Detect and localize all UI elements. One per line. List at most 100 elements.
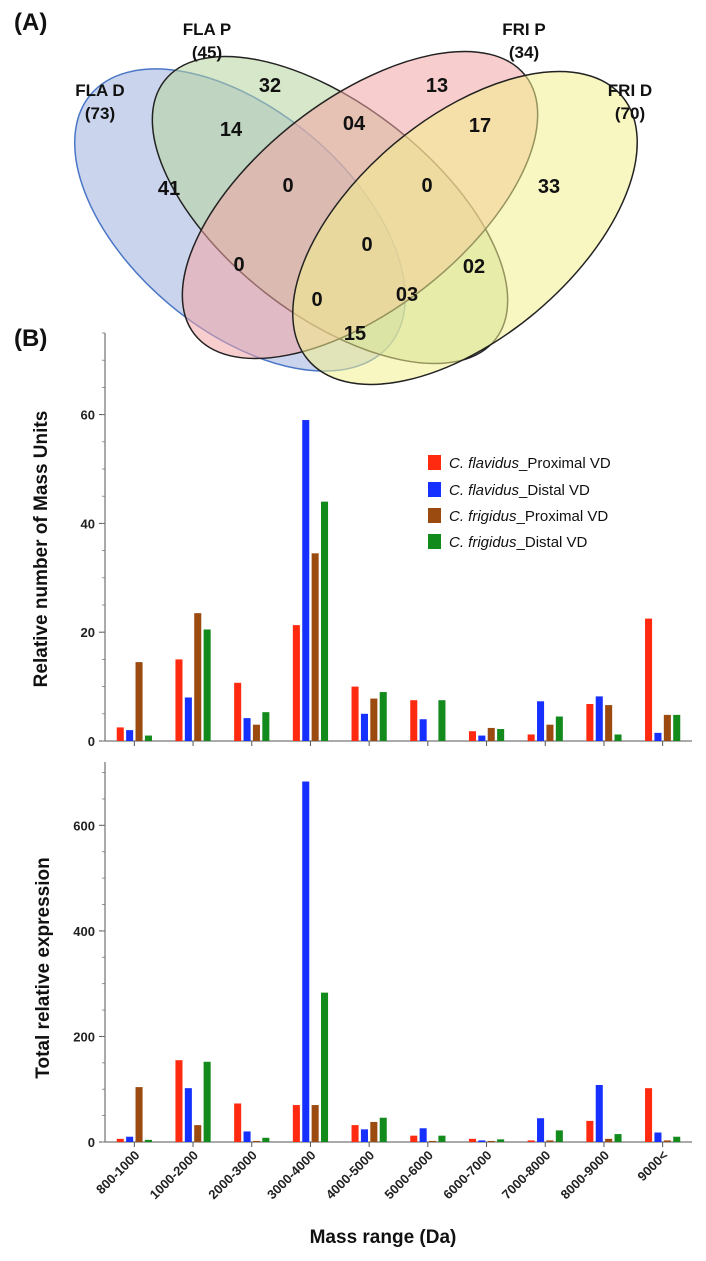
bar — [262, 712, 270, 741]
bar — [605, 705, 613, 741]
bar — [497, 1139, 505, 1142]
x-tick-label: 7000-8000 — [499, 1148, 554, 1203]
bar — [527, 1140, 535, 1142]
venn-diagram: FLA D (73) FLA P (45) FRI P (34) FRI D (… — [73, 20, 652, 386]
venn-set-count: (73) — [85, 104, 115, 123]
venn-region-count: 0 — [233, 254, 244, 276]
bar — [410, 700, 418, 741]
bar — [194, 613, 202, 741]
bar — [243, 1131, 251, 1142]
bar — [546, 724, 554, 741]
venn-region-count: 02 — [463, 256, 485, 278]
bar — [311, 1105, 319, 1142]
bar — [586, 1120, 594, 1142]
bar — [370, 698, 378, 741]
venn-set-name: FRI D — [608, 81, 652, 100]
bar — [654, 1132, 662, 1142]
legend-label: C. flavidus_Proximal VD — [449, 455, 611, 472]
bar — [321, 501, 329, 741]
legend-label-species: C. frigidus — [449, 534, 517, 551]
bar — [595, 1085, 603, 1142]
venn-region-count: 15 — [344, 323, 366, 345]
y-tick-label: 20 — [81, 625, 95, 640]
top-chart-y-axis-title: Relative number of Mass Units — [31, 411, 52, 688]
bar — [126, 1136, 134, 1142]
venn-region-count: 32 — [259, 75, 281, 97]
y-tick-label: 60 — [81, 408, 95, 423]
bar — [487, 727, 495, 741]
legend-swatch — [428, 508, 441, 523]
x-tick-label: 5000-6000 — [381, 1148, 436, 1203]
venn-region-count: 04 — [343, 113, 366, 135]
y-tick-label: 600 — [73, 818, 95, 833]
bar — [135, 1087, 143, 1142]
x-tick-label: 6000-7000 — [440, 1148, 495, 1203]
venn-set-count: (70) — [615, 104, 645, 123]
bar — [116, 1138, 124, 1142]
bar — [252, 1140, 260, 1142]
x-axis-title: Mass range (Da) — [310, 1227, 457, 1248]
bar — [351, 686, 359, 741]
bar — [370, 1121, 378, 1142]
bar — [555, 716, 563, 741]
legend-label-suffix: _Distal VD — [516, 534, 588, 551]
top-bar-chart: 0 20 40 60 — [81, 332, 692, 749]
legend-label: C. frigidus_Distal VD — [449, 534, 588, 551]
venn-set-name: FLA P — [183, 20, 231, 39]
bar — [673, 1136, 681, 1142]
venn-region-count: 0 — [311, 289, 322, 311]
bar — [234, 1103, 242, 1142]
legend-swatch — [428, 482, 441, 497]
bar — [438, 1135, 446, 1142]
bar — [203, 629, 211, 741]
legend-label-suffix: _Distal VD — [518, 482, 590, 499]
venn-region-count: 0 — [282, 175, 293, 197]
bar — [292, 625, 300, 741]
bar — [252, 724, 260, 741]
bar — [351, 1125, 359, 1142]
x-tick-label: 800-1000 — [93, 1148, 142, 1197]
bar — [527, 734, 535, 741]
bar — [184, 697, 192, 741]
bar — [311, 553, 319, 741]
bar — [360, 1129, 368, 1142]
bar — [379, 1117, 387, 1142]
venn-set-count: (45) — [192, 43, 222, 62]
venn-region-count: 17 — [469, 115, 491, 137]
y-tick-label: 0 — [88, 734, 95, 749]
bar — [419, 1128, 427, 1142]
bar — [262, 1137, 270, 1142]
y-tick-label: 400 — [73, 924, 95, 939]
x-tick-label: 2000-3000 — [205, 1148, 260, 1203]
bar — [135, 662, 143, 741]
venn-set-count: (34) — [509, 43, 539, 62]
panel-label-a: (A) — [14, 9, 47, 36]
y-tick-label: 0 — [88, 1135, 95, 1150]
bar — [194, 1125, 202, 1142]
legend-label-suffix: _Proximal VD — [518, 455, 611, 472]
bar — [234, 682, 242, 741]
bar — [175, 659, 183, 741]
bar — [144, 1139, 152, 1142]
venn-ellipse-fri-d — [292, 70, 638, 386]
bottom-bar-chart: 0 200 400 600 800-1000 1000-2000 2000-3000 3000… — [73, 762, 692, 1202]
bar — [438, 700, 446, 741]
legend-label-species: C. flavidus — [449, 482, 520, 499]
bar — [537, 1118, 545, 1142]
panel-label-b: (B) — [14, 325, 47, 352]
legend-label-species: C. flavidus — [449, 455, 520, 472]
venn-set-name: FRI P — [502, 20, 545, 39]
x-tick-label: 3000-4000 — [264, 1148, 319, 1203]
bar — [663, 1140, 671, 1142]
bar — [243, 718, 251, 741]
venn-region-count: 14 — [220, 119, 243, 141]
venn-region-count: 0 — [361, 234, 372, 256]
bar — [175, 1060, 183, 1142]
y-tick-label: 40 — [81, 516, 95, 531]
bar — [546, 1140, 554, 1142]
venn-region-count: 41 — [158, 178, 180, 200]
bar — [419, 719, 427, 741]
bar — [302, 420, 310, 741]
legend-swatch — [428, 455, 441, 470]
